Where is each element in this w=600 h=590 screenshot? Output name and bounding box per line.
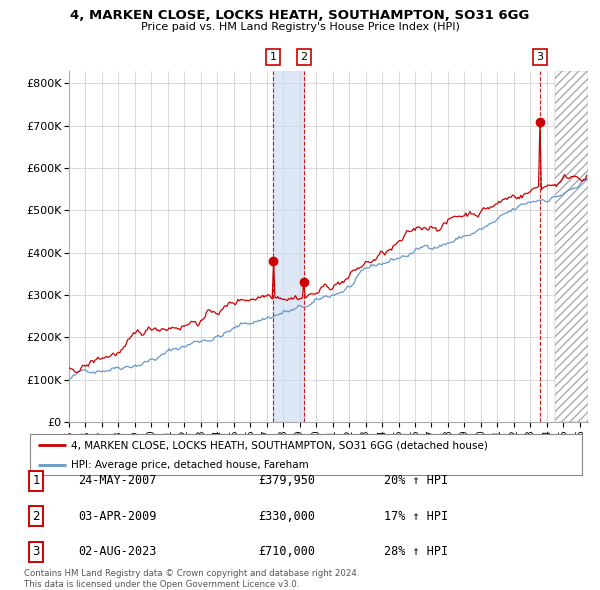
- Text: 28% ↑ HPI: 28% ↑ HPI: [384, 545, 448, 558]
- Text: 17% ↑ HPI: 17% ↑ HPI: [384, 510, 448, 523]
- Text: 20% ↑ HPI: 20% ↑ HPI: [384, 474, 448, 487]
- Bar: [273, 71, 304, 422]
- Text: 03-APR-2009: 03-APR-2009: [78, 510, 157, 523]
- Text: 2: 2: [300, 52, 307, 62]
- Text: 1: 1: [32, 474, 40, 487]
- Text: Price paid vs. HM Land Registry's House Price Index (HPI): Price paid vs. HM Land Registry's House …: [140, 22, 460, 32]
- Text: 2: 2: [32, 510, 40, 523]
- Text: HPI: Average price, detached house, Fareham: HPI: Average price, detached house, Fare…: [71, 460, 309, 470]
- Bar: [555, 71, 588, 422]
- Text: £330,000: £330,000: [258, 510, 315, 523]
- Text: 02-AUG-2023: 02-AUG-2023: [78, 545, 157, 558]
- Text: 4, MARKEN CLOSE, LOCKS HEATH, SOUTHAMPTON, SO31 6GG: 4, MARKEN CLOSE, LOCKS HEATH, SOUTHAMPTO…: [70, 9, 530, 22]
- Text: £710,000: £710,000: [258, 545, 315, 558]
- Text: 3: 3: [536, 52, 544, 62]
- Text: £379,950: £379,950: [258, 474, 315, 487]
- Text: 4, MARKEN CLOSE, LOCKS HEATH, SOUTHAMPTON, SO31 6GG (detached house): 4, MARKEN CLOSE, LOCKS HEATH, SOUTHAMPTO…: [71, 440, 488, 450]
- Text: 3: 3: [32, 545, 40, 558]
- Bar: [555, 71, 588, 422]
- Text: 1: 1: [269, 52, 277, 62]
- Text: 24-MAY-2007: 24-MAY-2007: [78, 474, 157, 487]
- Text: Contains HM Land Registry data © Crown copyright and database right 2024.
This d: Contains HM Land Registry data © Crown c…: [24, 569, 359, 589]
